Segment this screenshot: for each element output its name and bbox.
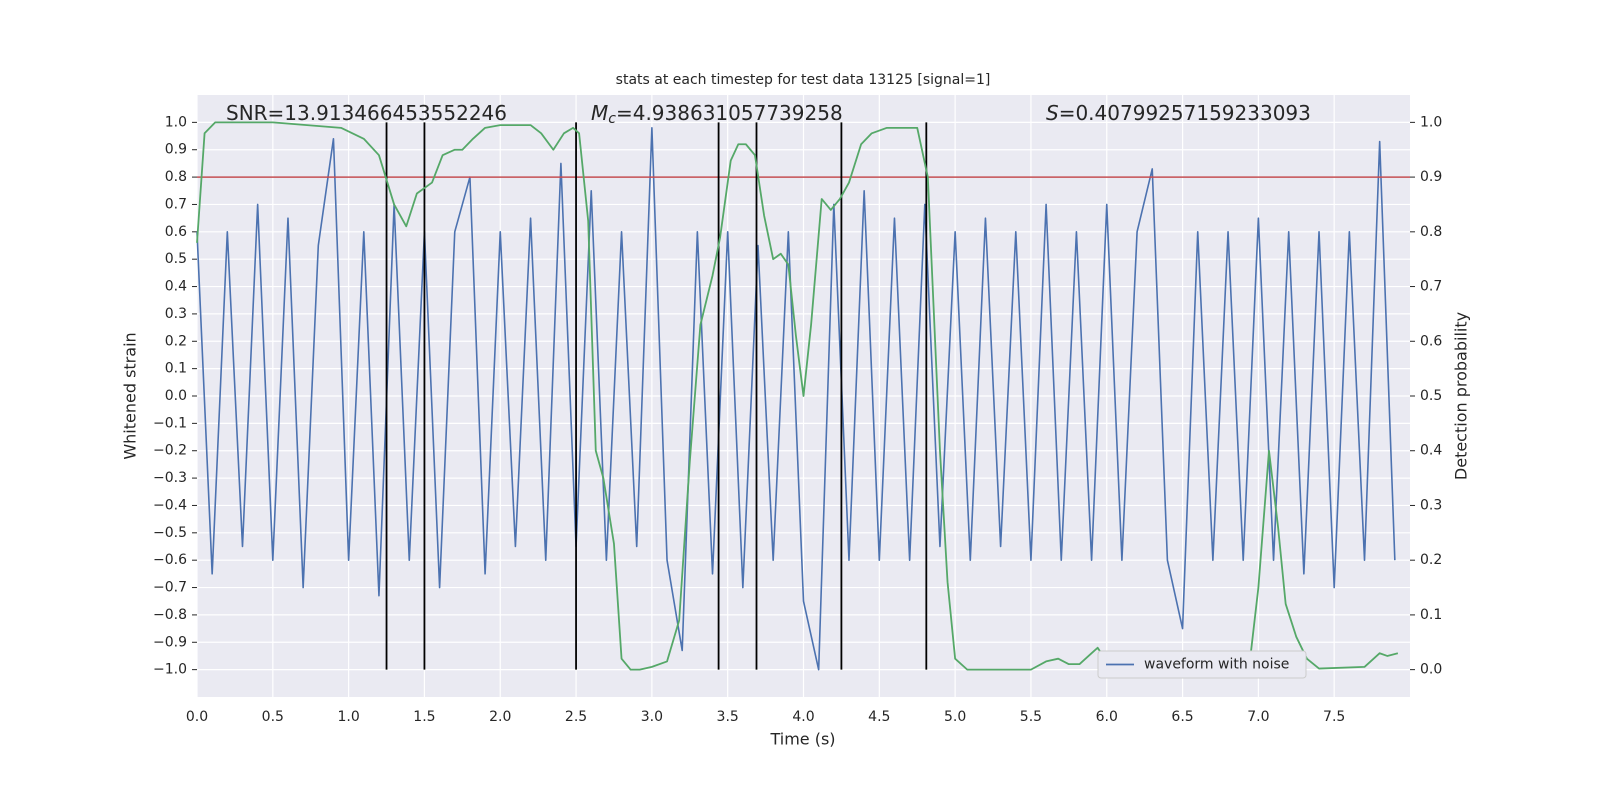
waveform-line bbox=[196, 127, 1396, 671]
y2-axis-label: Detection probability bbox=[1452, 312, 1471, 480]
y-tick-label: −0.1 bbox=[153, 415, 187, 431]
y2-tick-label: 0.3 bbox=[1420, 497, 1442, 513]
x-tick-label: 4.0 bbox=[792, 709, 814, 725]
y-tick-label: −0.7 bbox=[153, 580, 187, 596]
y2-tick-label: 0.6 bbox=[1420, 333, 1442, 349]
x-tick-label: 7.5 bbox=[1323, 709, 1345, 725]
y2-tick-label: 0.1 bbox=[1420, 607, 1442, 623]
y2-tick-label: 0.7 bbox=[1420, 279, 1442, 295]
y-tick-label: −0.4 bbox=[153, 497, 187, 513]
y2-tick-label: 0.0 bbox=[1420, 662, 1442, 678]
legend-box bbox=[1097, 650, 1307, 679]
annotation-text: SNR=13.913466453552246 bbox=[226, 101, 507, 125]
y-tick-label: 0.9 bbox=[165, 142, 187, 158]
annotation: SNR=13.913466453552246 bbox=[226, 101, 507, 125]
annotation: Mc=4.938631057739258 bbox=[591, 101, 843, 128]
y-axis-label: Whitened strain bbox=[121, 332, 140, 459]
y-tick-label: 0.5 bbox=[165, 251, 187, 267]
y-tick-label: 0.8 bbox=[165, 169, 187, 185]
y-tick-label: 0.3 bbox=[165, 306, 187, 322]
chart-title: stats at each timestep for test data 131… bbox=[616, 72, 991, 88]
y2-tick-label: 0.2 bbox=[1420, 552, 1442, 568]
x-tick-label: 6.0 bbox=[1096, 709, 1118, 725]
x-tick-label: 5.5 bbox=[1020, 709, 1042, 725]
y-tick-label: −0.9 bbox=[153, 634, 187, 650]
y-tick-label: 0.7 bbox=[165, 196, 187, 212]
y2-tick-label: 0.8 bbox=[1420, 224, 1442, 240]
annotation-symbol: M bbox=[591, 101, 608, 125]
y-tick-label: 0.6 bbox=[165, 224, 187, 240]
x-tick-label: 1.5 bbox=[413, 709, 435, 725]
x-tick-label: 2.0 bbox=[489, 709, 511, 725]
y-tick-label: −0.2 bbox=[153, 443, 187, 459]
annotation-text: =4.938631057739258 bbox=[616, 101, 843, 125]
x-tick-label: 4.5 bbox=[868, 709, 890, 725]
legend-label: waveform with noise bbox=[1144, 657, 1289, 673]
x-tick-label: 6.5 bbox=[1171, 709, 1193, 725]
y-tick-label: 0.0 bbox=[165, 388, 187, 404]
y-tick-label: −0.8 bbox=[153, 607, 187, 623]
y2-tick-label: 0.4 bbox=[1420, 443, 1442, 459]
y-tick-label: 0.2 bbox=[165, 333, 187, 349]
x-tick-label: 0.5 bbox=[262, 709, 284, 725]
x-tick-label: 5.0 bbox=[944, 709, 966, 725]
x-tick-label: 1.0 bbox=[337, 709, 359, 725]
y-tick-label: −1.0 bbox=[153, 662, 187, 678]
x-tick-label: 3.0 bbox=[641, 709, 663, 725]
annotation-subscript: c bbox=[608, 111, 616, 127]
x-tick-label: 3.5 bbox=[717, 709, 739, 725]
x-tick-label: 2.5 bbox=[565, 709, 587, 725]
y-tick-label: −0.5 bbox=[153, 525, 187, 541]
y2-tick-label: 0.5 bbox=[1420, 388, 1442, 404]
y-tick-label: 1.0 bbox=[165, 114, 187, 130]
annotation: S=0.40799257159233093 bbox=[1046, 101, 1311, 125]
y2-tick-label: 0.9 bbox=[1420, 169, 1442, 185]
y-tick-label: −0.3 bbox=[153, 470, 187, 486]
y-tick-label: 0.4 bbox=[165, 279, 187, 295]
x-tick-label: 7.0 bbox=[1247, 709, 1269, 725]
x-tick-label: 0.0 bbox=[186, 709, 208, 725]
x-axis-label: Time (s) bbox=[769, 730, 835, 749]
y-tick-label: 0.1 bbox=[165, 361, 187, 377]
annotation-text: =0.40799257159233093 bbox=[1059, 101, 1311, 125]
annotation-symbol: S bbox=[1046, 101, 1059, 125]
y-tick-label: −0.6 bbox=[153, 552, 187, 568]
y2-tick-label: 1.0 bbox=[1420, 114, 1442, 130]
